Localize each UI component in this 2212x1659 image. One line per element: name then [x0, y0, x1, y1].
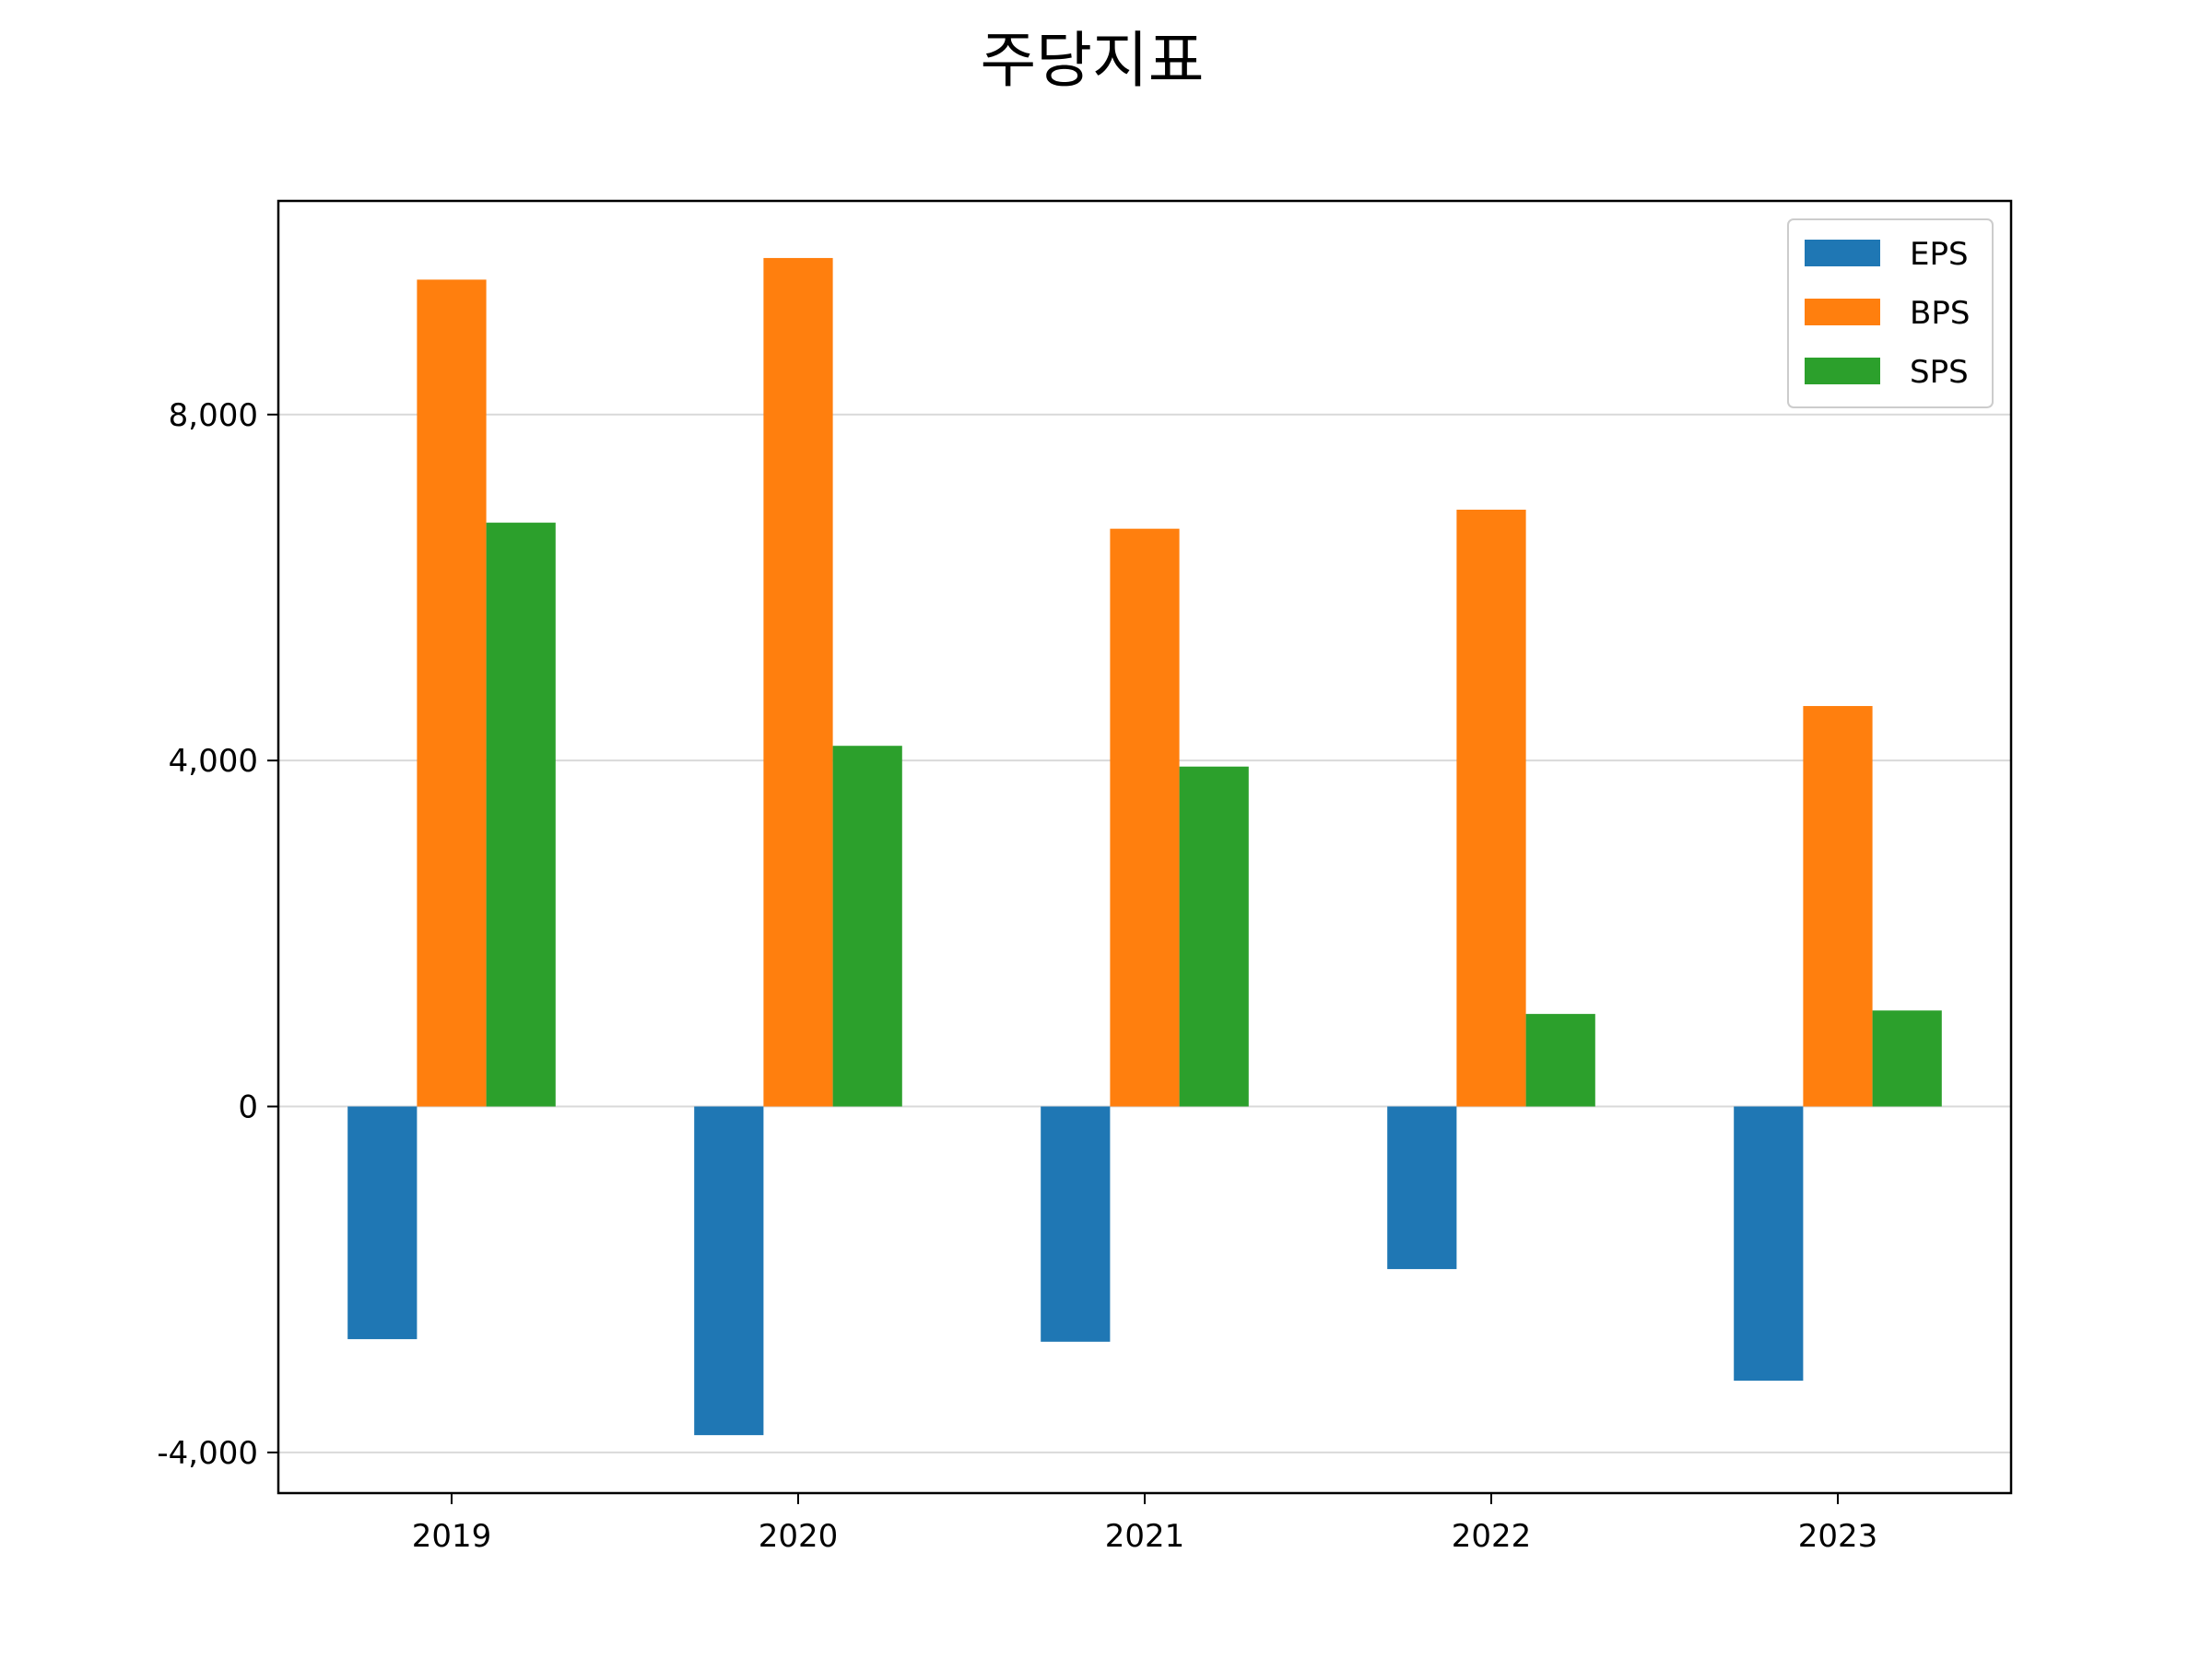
legend-label-sps: SPS: [1910, 354, 1969, 391]
bar-sps-2023: [1872, 1010, 1942, 1107]
bar-bps-2022: [1456, 510, 1526, 1107]
bar-bps-2020: [763, 257, 833, 1107]
y-tick-label: 4,000: [169, 743, 258, 780]
legend-swatch-sps: [1805, 358, 1880, 384]
bar-sps-2022: [1525, 1014, 1595, 1107]
y-axis: -4,000 0 4,000 8,000: [157, 397, 278, 1472]
chart-title: 주당지표: [981, 25, 1205, 96]
y-tick-label: -4,000: [157, 1435, 258, 1472]
x-tick-label: 2019: [412, 1518, 492, 1555]
bar-sps-2021: [1179, 766, 1249, 1107]
bar-sps-2019: [486, 523, 556, 1107]
bar-eps-2021: [1041, 1106, 1111, 1342]
bar-bps-2021: [1110, 528, 1180, 1107]
x-axis: 2019 2020 2021 2022 2023: [412, 1493, 1878, 1555]
legend-label-bps: BPS: [1910, 295, 1970, 332]
legend-swatch-bps: [1805, 299, 1880, 325]
x-tick-label: 2020: [759, 1518, 839, 1555]
x-tick-label: 2022: [1452, 1518, 1532, 1555]
y-tick-label: 0: [238, 1089, 258, 1126]
legend-swatch-eps: [1805, 240, 1880, 266]
x-tick-label: 2021: [1105, 1518, 1185, 1555]
bar-eps-2019: [347, 1106, 418, 1339]
legend: EPS BPS SPS: [1787, 218, 1994, 408]
bar-bps-2023: [1803, 706, 1873, 1107]
legend-label-eps: EPS: [1910, 236, 1969, 273]
bar-eps-2020: [694, 1106, 764, 1436]
y-tick-label: 8,000: [169, 397, 258, 434]
x-tick-label: 2023: [1798, 1518, 1878, 1555]
bar-bps-2019: [417, 279, 487, 1107]
bar-sps-2020: [832, 746, 902, 1107]
bar-eps-2023: [1734, 1106, 1804, 1382]
bar-eps-2022: [1387, 1106, 1457, 1269]
bars: [347, 257, 1942, 1436]
